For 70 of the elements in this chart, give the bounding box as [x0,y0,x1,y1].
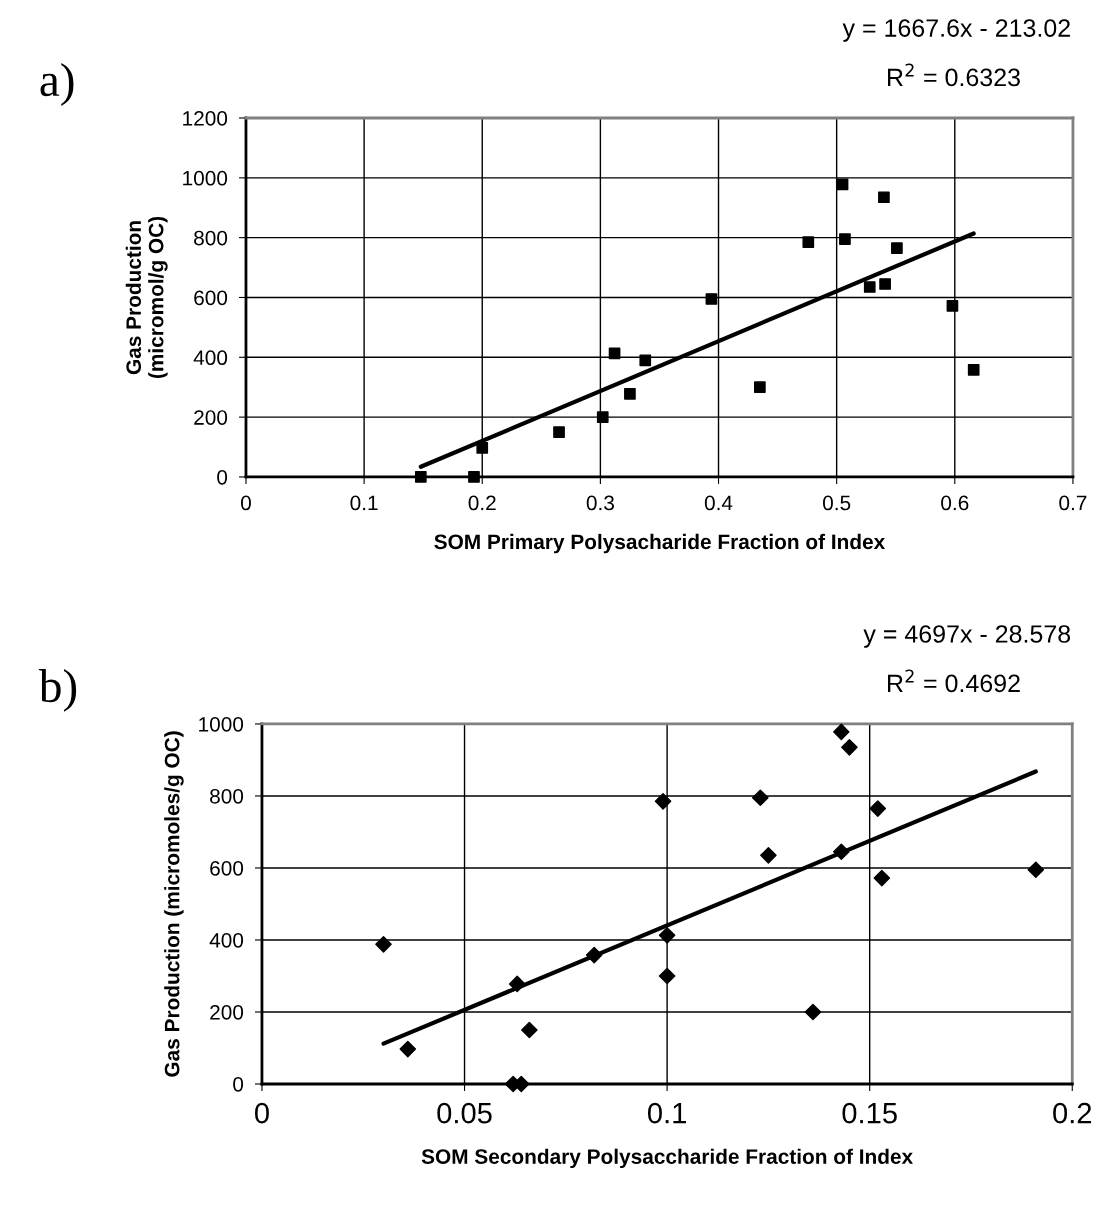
x-tick-label: 0.6 [941,495,969,511]
point [705,293,718,305]
point [476,442,489,454]
text: y = 4697x - 28.578 [863,625,1071,648]
y-tick-label: 400 [193,350,228,366]
x-axis-title: SOM Primary Polysacharide Fraction of Index [434,533,886,554]
point [873,869,891,887]
text: y = 1667.6x - 213.02 [842,19,1070,42]
y-tick-label: 1200 [183,111,228,126]
x-tick-label: 0.05 [437,1102,492,1124]
y-tick-label: 600 [210,860,244,876]
x-tick-label: 0 [254,1102,269,1124]
x-tick-label: 0.15 [842,1102,897,1124]
point [521,1021,538,1039]
text: a) [40,63,74,106]
y-tick-label: 0 [217,469,228,485]
point [804,1003,822,1021]
x-tick-label: 0.1 [350,495,378,511]
point [658,926,676,944]
point [836,178,849,191]
point [375,935,392,953]
y-tick-label: 800 [210,788,244,804]
y-tick-label: 400 [209,932,244,948]
point [1027,861,1045,879]
x-tick-label: 0.2 [468,495,496,511]
point [639,354,652,367]
text: R$^{2}$ = 0.4692 [888,669,1020,693]
point [839,233,851,245]
point [596,411,609,423]
point [879,278,891,290]
x-axis-title: SOM Secondary Polysaccharide Fraction of Index [421,1148,913,1169]
point [624,387,636,400]
y-tick-label: 800 [194,230,228,246]
y-axis-title: Gas Production (micromoles/g OC) [164,731,184,1077]
y-tick-label: 0 [233,1076,244,1092]
y-tick-label: 200 [194,410,228,425]
point [891,242,903,254]
y-tick-label: 1000 [183,170,228,186]
point [658,967,676,985]
point [414,471,427,483]
point [946,300,959,312]
y-tick-label: 200 [210,1004,244,1020]
point [654,793,672,810]
x-tick-label: 0.7 [1059,495,1087,511]
point [585,946,603,964]
point [399,1040,417,1058]
y-axis-title: Gas Production (micromol/g OC) [125,216,168,379]
text: R$^{2}$ = 0.6323 [888,63,1020,87]
point [754,381,766,394]
point [863,281,876,293]
point [751,789,769,807]
point [553,426,565,438]
y-tick-label: 600 [194,290,228,306]
point [802,236,815,248]
point [841,739,858,756]
text: b) [38,669,77,712]
x-tick-label: 0.1 [647,1102,686,1124]
x-tick-label: 0.5 [822,495,851,511]
point [878,191,890,204]
point [833,843,850,861]
point [967,364,980,376]
point [760,847,777,864]
y-tick-label: 1000 [199,716,244,732]
x-tick-label: 0.3 [586,495,614,511]
point [833,723,850,741]
point [508,975,526,993]
point [869,800,887,817]
x-tick-label: 0.2 [1053,1102,1092,1124]
x-tick-label: 0.4 [704,495,733,511]
point [608,347,621,360]
